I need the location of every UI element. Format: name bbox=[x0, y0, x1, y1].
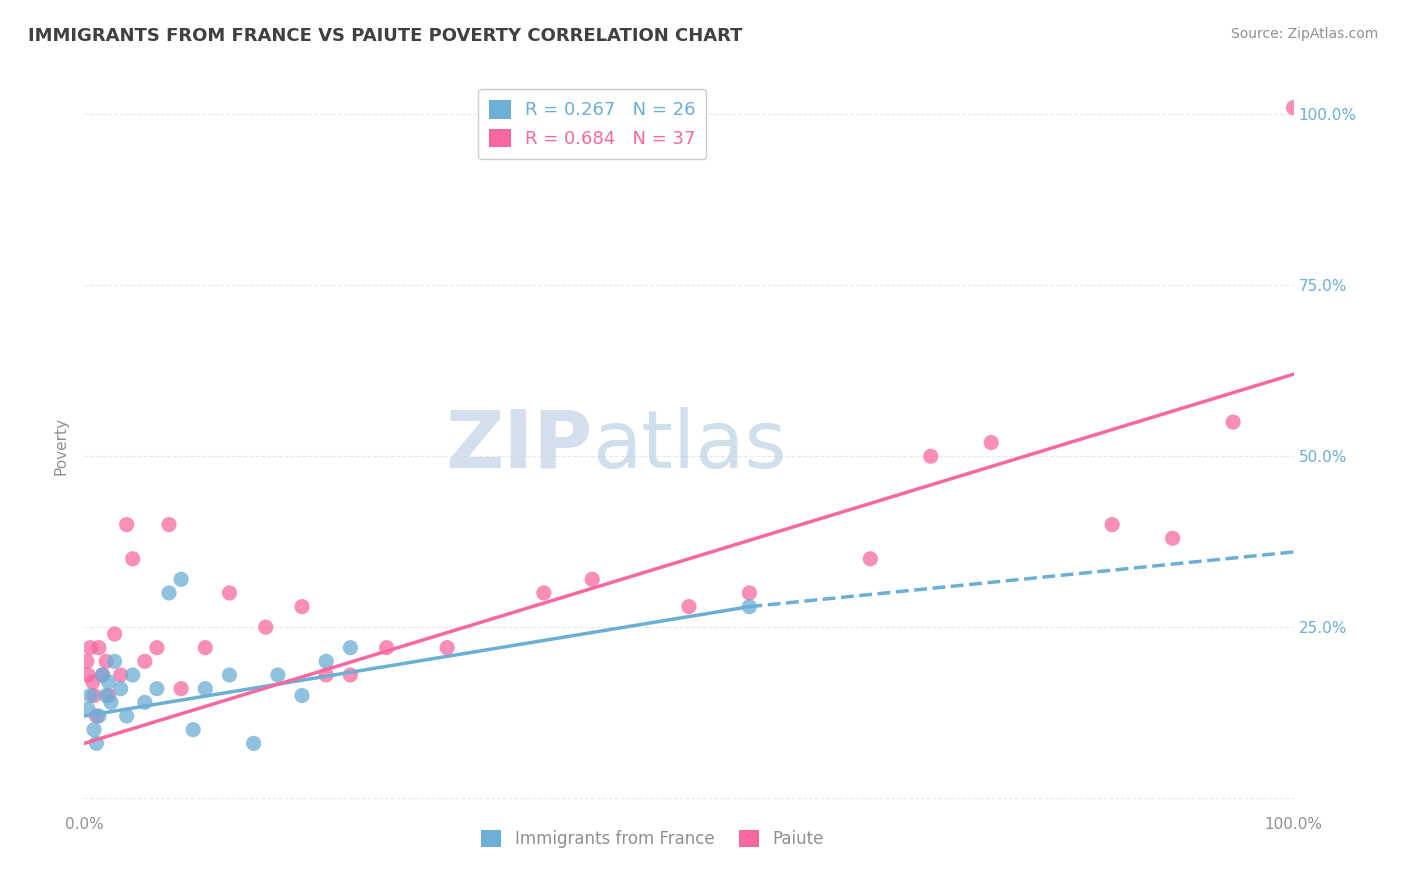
Point bbox=[194, 681, 217, 696]
Legend: Immigrants from France, Paiute: Immigrants from France, Paiute bbox=[475, 823, 831, 855]
Point bbox=[134, 695, 156, 709]
Point bbox=[97, 689, 120, 703]
Point bbox=[87, 640, 110, 655]
Point bbox=[738, 586, 761, 600]
Point bbox=[79, 689, 101, 703]
Point bbox=[920, 449, 942, 463]
Point bbox=[115, 517, 138, 532]
Point bbox=[242, 736, 264, 750]
Point bbox=[291, 689, 314, 703]
Point bbox=[83, 689, 105, 703]
Point bbox=[110, 681, 132, 696]
Point bbox=[100, 695, 122, 709]
Point bbox=[91, 668, 114, 682]
Point bbox=[859, 551, 882, 566]
Point bbox=[83, 723, 105, 737]
Point bbox=[218, 668, 240, 682]
Point bbox=[121, 668, 143, 682]
Point bbox=[94, 689, 117, 703]
Point bbox=[115, 709, 138, 723]
Point bbox=[533, 586, 555, 600]
Point bbox=[1282, 101, 1305, 115]
Point bbox=[94, 654, 117, 668]
Point bbox=[146, 640, 169, 655]
Point bbox=[146, 681, 169, 696]
Point bbox=[1222, 415, 1244, 429]
Y-axis label: Poverty: Poverty bbox=[53, 417, 69, 475]
Point bbox=[267, 668, 290, 682]
Point bbox=[291, 599, 314, 614]
Point bbox=[218, 586, 240, 600]
Point bbox=[375, 640, 398, 655]
Point bbox=[86, 736, 108, 750]
Point bbox=[77, 702, 100, 716]
Point bbox=[110, 668, 132, 682]
Point bbox=[134, 654, 156, 668]
Point bbox=[82, 674, 104, 689]
Point bbox=[315, 654, 337, 668]
Text: atlas: atlas bbox=[592, 407, 786, 485]
Point bbox=[436, 640, 458, 655]
Text: Source: ZipAtlas.com: Source: ZipAtlas.com bbox=[1230, 27, 1378, 41]
Point bbox=[339, 640, 361, 655]
Point bbox=[315, 668, 337, 682]
Point bbox=[76, 654, 98, 668]
Point bbox=[254, 620, 277, 634]
Point bbox=[738, 599, 761, 614]
Point bbox=[87, 709, 110, 723]
Point bbox=[97, 674, 120, 689]
Point bbox=[91, 668, 114, 682]
Point bbox=[194, 640, 217, 655]
Point bbox=[77, 668, 100, 682]
Point bbox=[121, 551, 143, 566]
Point bbox=[339, 668, 361, 682]
Point bbox=[170, 572, 193, 586]
Point bbox=[104, 627, 127, 641]
Point bbox=[181, 723, 204, 737]
Point bbox=[1161, 531, 1184, 545]
Point bbox=[581, 572, 603, 586]
Point bbox=[980, 435, 1002, 450]
Point bbox=[157, 517, 180, 532]
Point bbox=[157, 586, 180, 600]
Point bbox=[104, 654, 127, 668]
Point bbox=[79, 640, 101, 655]
Point bbox=[678, 599, 700, 614]
Point bbox=[86, 709, 108, 723]
Point bbox=[170, 681, 193, 696]
Text: ZIP: ZIP bbox=[444, 407, 592, 485]
Point bbox=[1101, 517, 1123, 532]
Text: IMMIGRANTS FROM FRANCE VS PAIUTE POVERTY CORRELATION CHART: IMMIGRANTS FROM FRANCE VS PAIUTE POVERTY… bbox=[28, 27, 742, 45]
